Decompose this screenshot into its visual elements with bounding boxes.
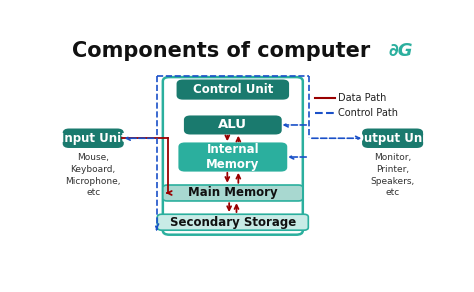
Text: Mouse,
Keyboard,
Microphone,
etc: Mouse, Keyboard, Microphone, etc: [65, 153, 121, 197]
Text: Components of computer: Components of computer: [72, 41, 370, 61]
Text: Control Path: Control Path: [338, 108, 399, 118]
FancyBboxPatch shape: [179, 143, 286, 171]
Text: Internal
Memory: Internal Memory: [206, 143, 259, 171]
FancyBboxPatch shape: [363, 129, 422, 147]
FancyBboxPatch shape: [157, 214, 308, 230]
Text: ∂G: ∂G: [389, 42, 413, 60]
Text: ALU: ALU: [219, 119, 247, 131]
FancyBboxPatch shape: [178, 81, 288, 99]
Text: Main Memory: Main Memory: [188, 187, 278, 199]
Text: Secondary Storage: Secondary Storage: [170, 216, 296, 229]
Text: Input Unit: Input Unit: [60, 132, 127, 145]
Text: Control Unit: Control Unit: [192, 83, 273, 96]
Text: Data Path: Data Path: [338, 93, 387, 103]
Text: Output Unit: Output Unit: [354, 132, 431, 145]
Text: Monitor,
Printer,
Speakers,
etc: Monitor, Printer, Speakers, etc: [371, 153, 415, 197]
FancyBboxPatch shape: [163, 185, 303, 201]
FancyBboxPatch shape: [64, 129, 123, 147]
FancyBboxPatch shape: [163, 77, 303, 235]
FancyBboxPatch shape: [185, 117, 281, 133]
